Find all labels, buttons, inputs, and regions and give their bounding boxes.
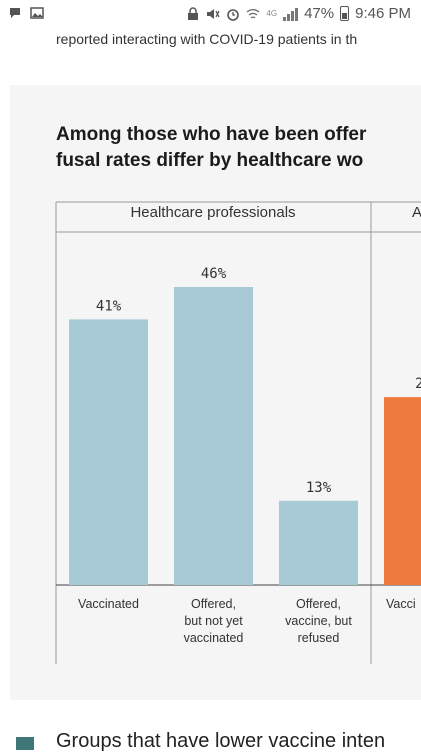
- data-label-0-2: 13%: [306, 480, 332, 496]
- group-label-healthcare-professionals: Healthcare professionals: [130, 204, 296, 221]
- signal-icon: [283, 7, 299, 21]
- image-icon: [30, 7, 44, 19]
- chart-title-line-1: Among those who have been offer: [56, 124, 367, 145]
- chart-title: Among those who have been offer fusal ra…: [56, 122, 366, 174]
- bar-0-2: [279, 500, 358, 585]
- data-label-1-0: 29: [415, 376, 421, 392]
- bar-1-0: [384, 397, 421, 585]
- legend-swatch: [16, 737, 34, 750]
- chart-title-line-2: fusal rates differ by healthcare wo: [56, 150, 364, 171]
- clock: 9:46 PM: [355, 5, 411, 22]
- category-label-0-1: Offered, but not yet vaccinated: [183, 597, 244, 645]
- lock-icon: [188, 6, 199, 20]
- legend-text: Groups that have lower vaccine inten: [56, 730, 386, 752]
- bar-0-1: [174, 287, 253, 585]
- category-label-0-0: Vaccinated: [78, 597, 139, 611]
- battery-icon: [340, 6, 350, 21]
- data-label-0-1: 46%: [201, 266, 227, 282]
- chat-icon: [10, 8, 20, 18]
- network-type: 4G: [266, 9, 278, 18]
- mute-icon: [207, 8, 221, 19]
- status-bar: 4G 47% 9:46 PM: [0, 0, 421, 30]
- wifi-icon: [246, 8, 260, 19]
- category-label-0-2: Offered, vaccine, but refused: [285, 597, 352, 645]
- alarm-icon: [227, 8, 240, 21]
- bars-layer: 41% 46% 13% 29: [69, 266, 421, 585]
- battery-percent: 47%: [304, 5, 335, 22]
- group-label-second: A: [412, 204, 421, 221]
- article-text-line: reported interacting with COVID-19 patie…: [56, 31, 358, 47]
- data-label-0-0: 41%: [96, 298, 122, 314]
- bar-0-0: [69, 319, 148, 585]
- category-label-1-0: Vacci: [386, 597, 416, 611]
